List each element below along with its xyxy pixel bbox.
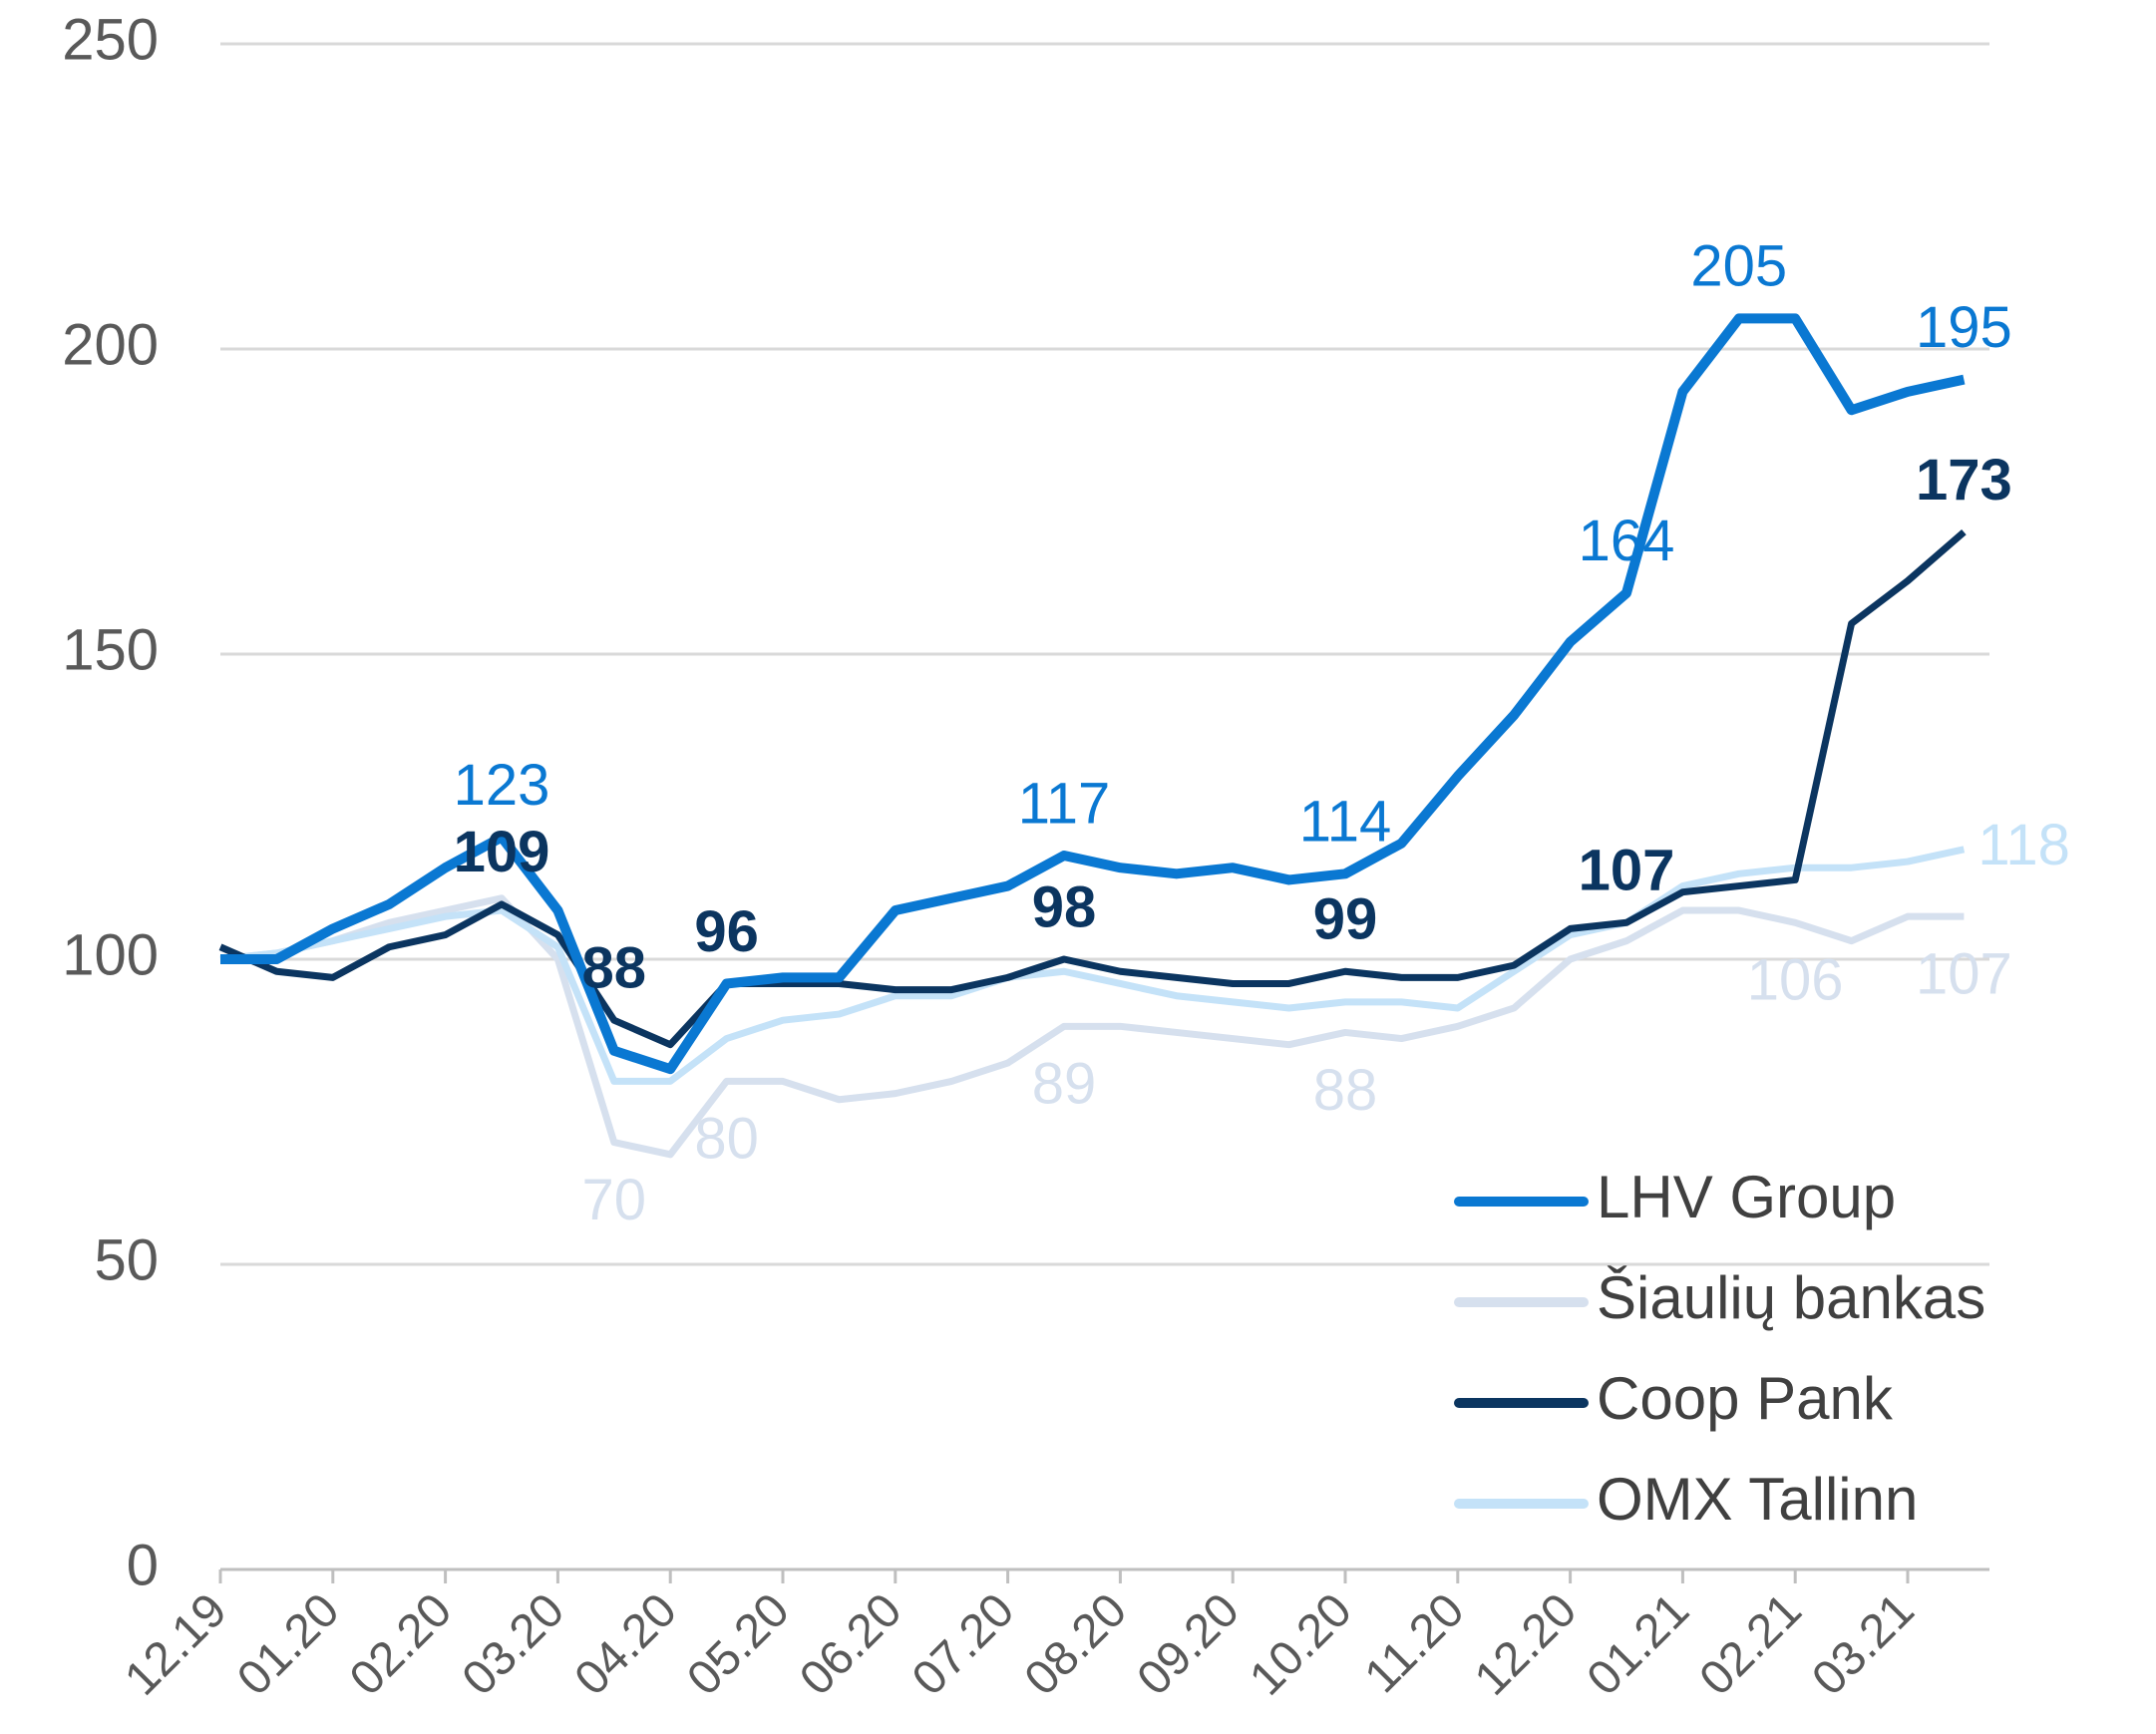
x-tick-label: 12.20: [1465, 1583, 1587, 1705]
data-label: 88: [582, 936, 647, 1001]
data-label: 109: [454, 820, 550, 884]
x-tick-label: 12.19: [115, 1583, 236, 1705]
data-label: 89: [1032, 1052, 1097, 1117]
data-label: 70: [582, 1168, 647, 1232]
data-label: 80: [694, 1107, 759, 1172]
data-label: 173: [1916, 448, 2012, 513]
data-label: 107: [1579, 839, 1675, 903]
data-label: 114: [1299, 790, 1391, 855]
data-label: 117: [1018, 771, 1110, 836]
x-tick-label: 11.20: [1355, 1583, 1475, 1703]
data-label: 123: [454, 753, 550, 818]
y-tick-label: 0: [127, 1533, 159, 1597]
data-label: 164: [1579, 509, 1675, 573]
data-label: 118: [1977, 813, 2069, 877]
series-line: [220, 313, 1966, 1075]
data-label: 106: [1747, 948, 1844, 1013]
legend-label: Šiaulių bankas: [1597, 1264, 1985, 1331]
data-label: 99: [1313, 887, 1378, 952]
x-tick-label: 05.20: [677, 1583, 799, 1705]
data-label: 98: [1032, 874, 1097, 939]
y-tick-label: 50: [94, 1227, 159, 1292]
series-line: [218, 528, 1967, 1049]
x-tick-label: 01.20: [227, 1583, 349, 1705]
series-line: [219, 846, 1966, 1085]
data-label: 96: [694, 899, 759, 964]
x-tick-label: 07.20: [902, 1583, 1024, 1705]
x-tick-label: 08.20: [1015, 1583, 1137, 1705]
x-tick-label: 10.20: [1240, 1583, 1361, 1705]
x-tick-label: 03.21: [1802, 1583, 1924, 1705]
x-tick-label: 03.20: [453, 1583, 574, 1705]
x-tick-label: 02.21: [1690, 1583, 1812, 1705]
data-label: 107: [1916, 941, 2012, 1006]
data-label: 195: [1916, 295, 2012, 360]
data-label: 88: [1313, 1058, 1378, 1123]
x-tick-label: 04.20: [565, 1583, 687, 1705]
y-tick-label: 200: [62, 312, 159, 377]
legend-label: LHV Group: [1597, 1164, 1896, 1230]
x-tick-label: 02.20: [340, 1583, 462, 1705]
y-tick-label: 150: [62, 617, 159, 682]
legend-label: Coop Pank: [1597, 1365, 1894, 1432]
y-tick-label: 250: [62, 7, 159, 72]
data-label: 205: [1690, 234, 1787, 299]
x-tick-label: 01.21: [1578, 1583, 1699, 1705]
x-tick-label: 09.20: [1128, 1583, 1250, 1705]
y-tick-label: 100: [62, 922, 159, 987]
legend-label: OMX Tallinn: [1597, 1466, 1918, 1533]
x-tick-label: 06.20: [790, 1583, 911, 1705]
